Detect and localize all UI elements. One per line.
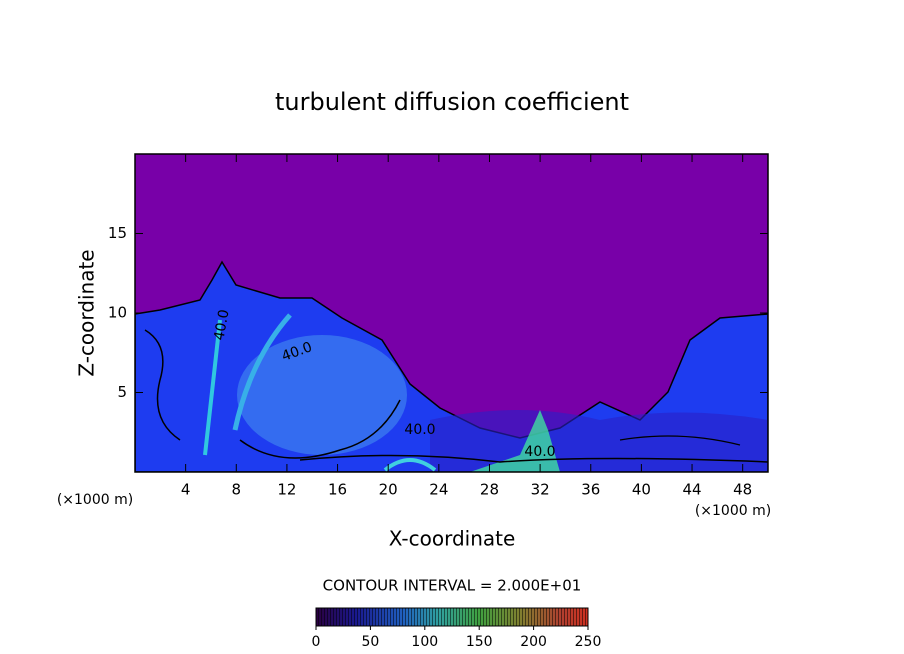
contour-interval: CONTOUR INTERVAL = 2.000E+01 [323,577,582,595]
contour-field [135,154,768,472]
y-tick-label: 15 [108,224,127,242]
colorbar-tick-label: 100 [411,634,438,650]
y-tick-label: 5 [117,383,127,401]
x-tick-label: 28 [480,481,499,499]
x-tick-label: 32 [531,481,550,499]
x-tick-label: 16 [328,481,347,499]
x-tick-label: 36 [581,481,600,499]
contour-label: 40.0 [211,308,232,341]
x-tick-label: 4 [181,481,191,499]
x-tick-label: 20 [379,481,398,499]
x-unit-label: (×1000 m) [695,503,771,519]
x-tick-label: 24 [429,481,448,499]
y-axis-label: Z-coordinate [75,249,99,376]
x-tick-label: 48 [733,481,752,499]
x-tick-label: 12 [277,481,296,499]
colorbar-tick-label: 150 [466,634,493,650]
y-tick-label: 10 [108,304,127,322]
x-axis-label: X-coordinate [389,527,516,551]
colorbar-tick-label: 200 [520,634,547,650]
x-tick-label: 40 [632,481,651,499]
contour-label: 40.0 [524,444,555,460]
x-unit-label: (×1000 m) [57,492,133,508]
x-tick-label: 8 [232,481,242,499]
contour-label: 40.0 [404,422,435,438]
chart-title: turbulent diffusion coefficient [275,88,629,116]
colorbar-frame [315,607,589,627]
x-tick-label: 44 [682,481,701,499]
colorbar-tick-label: 250 [575,634,602,650]
colorbar-tick-label: 0 [312,634,321,650]
colorbar-tick-label: 50 [361,634,379,650]
